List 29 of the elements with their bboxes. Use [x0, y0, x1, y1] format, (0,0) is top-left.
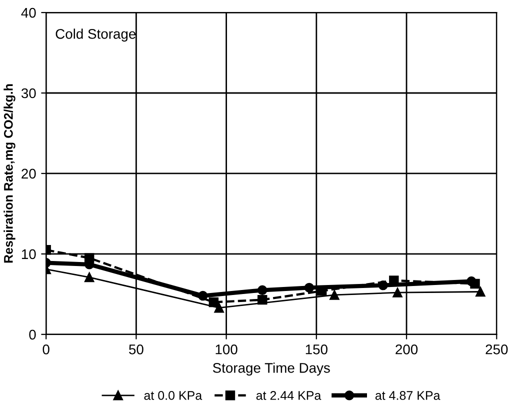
- x-tick-label: 0: [42, 344, 50, 354]
- point: [214, 302, 224, 313]
- point: [330, 290, 340, 300]
- legend-label: at 0.0 KPa: [144, 391, 202, 400]
- point: [304, 282, 314, 293]
- x-tick-label: 150: [306, 344, 328, 354]
- point: [208, 297, 219, 308]
- x-tick-label: 50: [129, 344, 144, 354]
- y-tick-label: 30: [21, 88, 36, 98]
- point: [198, 290, 208, 301]
- point: [84, 272, 94, 282]
- legend-label: at 2.44 KPa: [256, 391, 322, 400]
- point: [476, 286, 486, 297]
- y-tick-label: 0: [29, 330, 36, 340]
- y-axis-title: Respiration Rate,mg CO2/kg.h: [4, 84, 16, 263]
- legend-label: at 4.87 KPa: [375, 391, 440, 400]
- point: [257, 294, 268, 305]
- x-tick-label: 100: [216, 344, 238, 354]
- y-tick-label: 20: [22, 168, 36, 179]
- y-tick-label: 40: [21, 8, 36, 18]
- point: [466, 276, 476, 286]
- point: [392, 288, 402, 298]
- x-axis-title: Storage Time Days: [212, 362, 330, 376]
- x-tick-label: 200: [396, 344, 418, 354]
- x-tick-label: 250: [486, 344, 508, 354]
- point: [378, 280, 388, 290]
- annotation: Cold Storage: [56, 28, 136, 42]
- point: [257, 285, 268, 296]
- y-tick-label: 10: [22, 249, 36, 260]
